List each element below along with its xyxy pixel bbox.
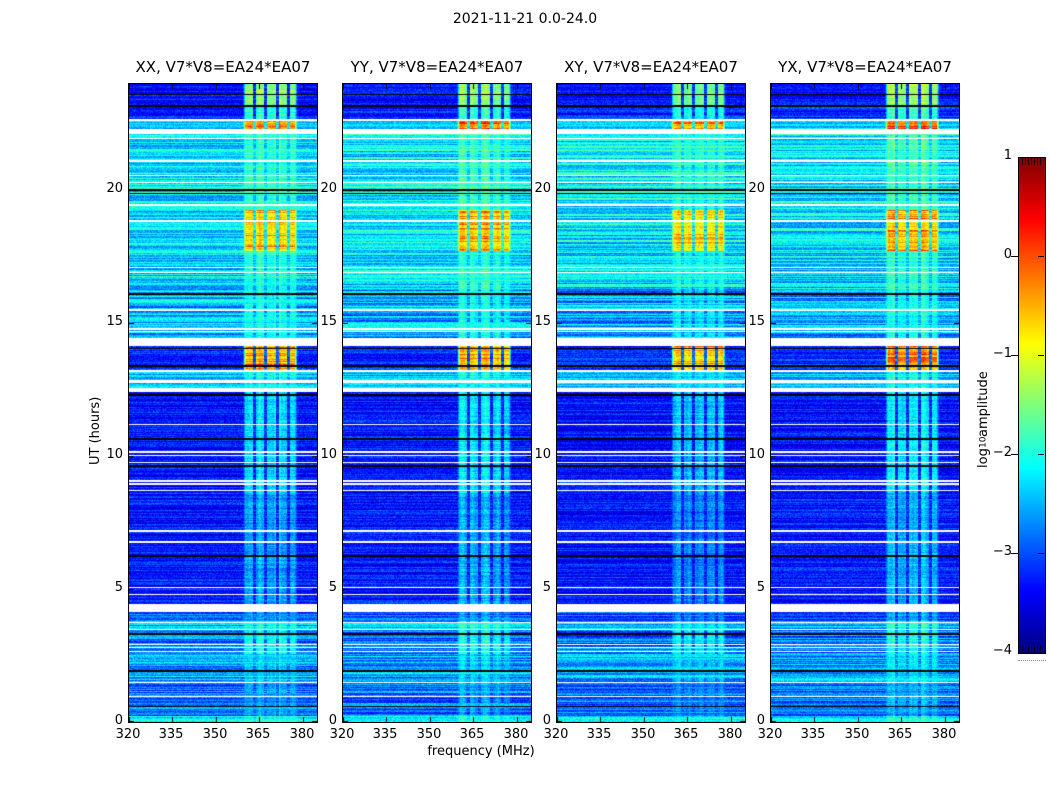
y-tick-label: 10 — [534, 447, 551, 462]
x-tick-label: 380 — [289, 727, 315, 742]
y-tick-label: 0 — [542, 713, 551, 728]
x-tick-label: 365 — [245, 727, 271, 742]
panel-frame-xy — [556, 83, 746, 723]
x-tick-label: 335 — [372, 727, 398, 742]
x-tick-label: 320 — [115, 727, 141, 742]
x-tick-label: 350 — [844, 727, 870, 742]
spectrogram-xx — [129, 84, 317, 722]
panel-frame-xx — [128, 83, 318, 723]
y-tick-label: 15 — [534, 314, 551, 329]
y-tick-label: 10 — [320, 447, 337, 462]
colorbar-tick-mark — [1038, 454, 1044, 455]
colorbar-tick-mark — [1011, 553, 1018, 554]
panel-frame-yy — [342, 83, 532, 723]
colorbar — [1018, 157, 1046, 654]
colorbar-top-hatch — [1022, 158, 1042, 165]
x-tick-label: 365 — [459, 727, 485, 742]
y-tick-label: 0 — [328, 713, 337, 728]
x-tick-label: 380 — [503, 727, 529, 742]
colorbar-dotted-line — [1018, 660, 1046, 661]
y-tick-label: 20 — [534, 181, 551, 196]
panel-title-yy: YY, V7*V8=EA24*EA07 — [350, 58, 524, 76]
x-tick-label: 350 — [416, 727, 442, 742]
y-tick-label: 0 — [114, 713, 123, 728]
y-tick-label: 20 — [106, 181, 123, 196]
panel-yy: YY, V7*V8=EA24*EA07 — [342, 58, 532, 723]
y-tick-label: 5 — [542, 580, 551, 595]
panel-title-yx: YX, V7*V8=EA24*EA07 — [778, 58, 952, 76]
x-tick-label: 320 — [543, 727, 569, 742]
y-tick-label: 10 — [748, 447, 765, 462]
panel-yx: YX, V7*V8=EA24*EA07 — [770, 58, 960, 723]
colorbar-gradient — [1019, 158, 1045, 653]
x-tick-label: 365 — [887, 727, 913, 742]
y-tick-label: 5 — [756, 580, 765, 595]
x-tick-label: 320 — [329, 727, 355, 742]
panel-xx: XX, V7*V8=EA24*EA07 — [128, 58, 318, 723]
colorbar-tick-mark — [1038, 256, 1044, 257]
x-tick-label: 335 — [800, 727, 826, 742]
spectrogram-yx — [771, 84, 959, 722]
colorbar-tick-mark — [1011, 355, 1018, 356]
x-tick-label: 320 — [757, 727, 783, 742]
y-tick-label: 10 — [106, 447, 123, 462]
y-tick-label: 15 — [106, 314, 123, 329]
colorbar-bottom-hatch — [1022, 646, 1042, 653]
colorbar-tick-label: 0 — [1003, 247, 1012, 262]
colorbar-tick-label: 1 — [1003, 148, 1012, 163]
x-tick-label: 350 — [202, 727, 228, 742]
spectrogram-yy — [343, 84, 531, 722]
x-tick-label: 350 — [630, 727, 656, 742]
y-tick-label: 20 — [320, 181, 337, 196]
colorbar-tick-mark — [1011, 256, 1018, 257]
figure-title: 2021-11-21 0.0-24.0 — [452, 11, 598, 27]
y-tick-label: 5 — [114, 580, 123, 595]
colorbar-tick-label: −1 — [992, 346, 1012, 361]
x-tick-label: 335 — [158, 727, 184, 742]
x-tick-label: 380 — [717, 727, 743, 742]
colorbar-tick-mark — [1038, 355, 1044, 356]
colorbar-tick-label: −4 — [992, 643, 1012, 658]
y-tick-label: 15 — [748, 314, 765, 329]
colorbar-tick-label: −3 — [992, 544, 1012, 559]
y-tick-label: 15 — [320, 314, 337, 329]
x-tick-label: 380 — [931, 727, 957, 742]
x-tick-label: 365 — [673, 727, 699, 742]
panel-title-xy: XY, V7*V8=EA24*EA07 — [564, 58, 738, 76]
x-axis-label: frequency (MHz) — [427, 744, 535, 759]
colorbar-label-suffix: amplitude — [976, 371, 991, 437]
spectrogram-xy — [557, 84, 745, 722]
x-tick-label: 335 — [586, 727, 612, 742]
colorbar-tick-mark — [1011, 454, 1018, 455]
panel-frame-yx — [770, 83, 960, 723]
y-tick-label: 5 — [328, 580, 337, 595]
panel-title-xx: XX, V7*V8=EA24*EA07 — [135, 58, 311, 76]
colorbar-tick-mark — [1038, 553, 1044, 554]
colorbar-tick-label: −2 — [992, 445, 1012, 460]
y-tick-label: 0 — [756, 713, 765, 728]
y-tick-label: 20 — [748, 181, 765, 196]
panel-xy: XY, V7*V8=EA24*EA07 — [556, 58, 746, 723]
